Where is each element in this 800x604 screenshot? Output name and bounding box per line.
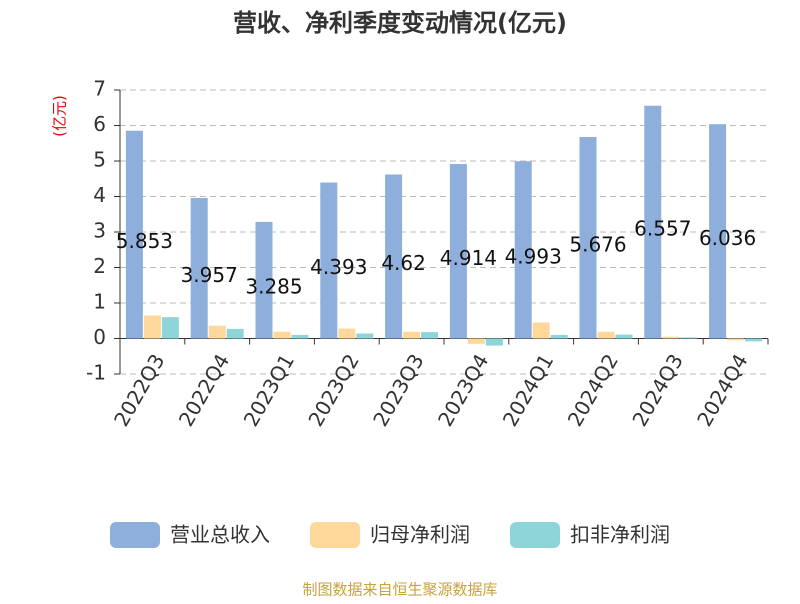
bar xyxy=(320,182,338,339)
y-tick-label: 1 xyxy=(93,290,106,314)
x-tick-label: 2024Q1 xyxy=(498,350,558,431)
y-tick-label: -1 xyxy=(86,361,106,385)
y-tick-label: 2 xyxy=(93,254,106,278)
legend-swatch xyxy=(310,522,360,548)
bar xyxy=(680,337,698,339)
y-tick-label: 4 xyxy=(93,183,106,207)
chart-title: 营收、净利季度变动情况(亿元) xyxy=(233,9,567,37)
data-label: 4.993 xyxy=(505,244,562,268)
legend-swatch xyxy=(510,522,560,548)
y-tick-label: 7 xyxy=(93,77,106,101)
bar xyxy=(644,105,662,339)
bar xyxy=(449,164,467,339)
bar xyxy=(662,336,680,339)
y-tick-label: 3 xyxy=(93,219,106,243)
x-tick-label: 2023Q4 xyxy=(433,350,493,431)
bar xyxy=(143,315,161,339)
data-label: 4.914 xyxy=(440,246,497,270)
data-label: 3.957 xyxy=(181,263,238,287)
legend-label: 归母净利润 xyxy=(370,523,470,547)
y-tick-label: 5 xyxy=(93,148,106,172)
bar xyxy=(421,332,439,339)
y-axis-label: (亿元) xyxy=(51,95,69,137)
legend-label: 营业总收入 xyxy=(170,523,270,547)
bar xyxy=(125,130,143,339)
y-tick-label: 6 xyxy=(93,112,106,136)
legend-swatch xyxy=(110,522,160,548)
bar xyxy=(161,317,179,339)
data-label: 6.036 xyxy=(699,226,756,250)
x-tick-label: 2023Q2 xyxy=(303,350,363,431)
data-label: 6.557 xyxy=(634,217,691,241)
bar xyxy=(532,322,550,339)
bar xyxy=(226,328,244,339)
data-label: 5.853 xyxy=(116,229,173,253)
y-tick-label: 0 xyxy=(93,325,106,349)
x-tick-label: 2023Q3 xyxy=(368,350,428,431)
bar xyxy=(255,221,273,339)
data-label: 3.285 xyxy=(245,275,302,299)
bar xyxy=(579,137,597,339)
x-tick-label: 2022Q4 xyxy=(174,350,234,431)
bar xyxy=(727,338,745,341)
data-label: 4.62 xyxy=(381,251,426,275)
bar xyxy=(745,338,763,342)
bar xyxy=(356,333,374,339)
x-tick-label: 2023Q1 xyxy=(239,350,299,431)
data-label: 5.676 xyxy=(569,232,626,256)
bar xyxy=(550,334,568,339)
bar xyxy=(597,331,615,339)
x-tick-label: 2024Q4 xyxy=(692,350,752,431)
bar xyxy=(338,328,356,339)
bar xyxy=(385,174,403,339)
bar xyxy=(208,325,226,339)
bar xyxy=(514,161,532,339)
bar xyxy=(273,331,291,339)
x-tick-label: 2024Q2 xyxy=(563,350,623,431)
source-note: 制图数据来自恒生聚源数据库 xyxy=(302,581,497,599)
bar xyxy=(485,338,503,346)
bar xyxy=(467,338,485,344)
x-tick-label: 2024Q3 xyxy=(627,350,687,431)
data-label: 4.393 xyxy=(310,255,367,279)
bar xyxy=(190,198,208,339)
bar xyxy=(403,331,421,339)
x-tick-label: 2022Q3 xyxy=(109,350,169,431)
bar xyxy=(291,334,309,339)
bar xyxy=(709,124,727,339)
legend-label: 扣非净利润 xyxy=(570,523,670,547)
bar xyxy=(615,334,633,339)
